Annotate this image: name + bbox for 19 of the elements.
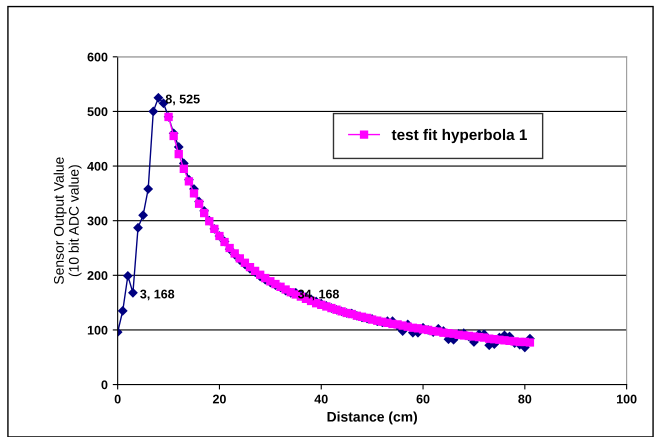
x-tick-label: 0 <box>114 394 121 404</box>
annotation: 34, 168 <box>298 290 339 300</box>
x-tick-label: 40 <box>314 394 328 404</box>
x-tick-label: 20 <box>212 394 226 404</box>
x-axis-title: Distance (cm) <box>328 411 417 424</box>
y-axis-title: Sensor Output Value (10 bit ADC value) <box>54 157 82 284</box>
y-tick-label: 300 <box>87 216 108 226</box>
y-tick-label: 500 <box>87 107 108 116</box>
annotation: 8, 525 <box>166 94 200 106</box>
y-tick-label: 600 <box>88 52 108 62</box>
y-tick-label: 0 <box>101 380 108 390</box>
y-tick-label: 100 <box>88 326 108 335</box>
y-tick-label: 400 <box>87 162 108 171</box>
x-tick-label: 60 <box>416 394 430 404</box>
y-tick-label: 200 <box>88 271 108 280</box>
x-tick-label: 80 <box>518 394 532 404</box>
annotation: 3, 168 <box>140 290 174 300</box>
x-tick-label: 100 <box>616 394 637 404</box>
legend-label: test fit hyperbola 1 <box>392 128 527 144</box>
